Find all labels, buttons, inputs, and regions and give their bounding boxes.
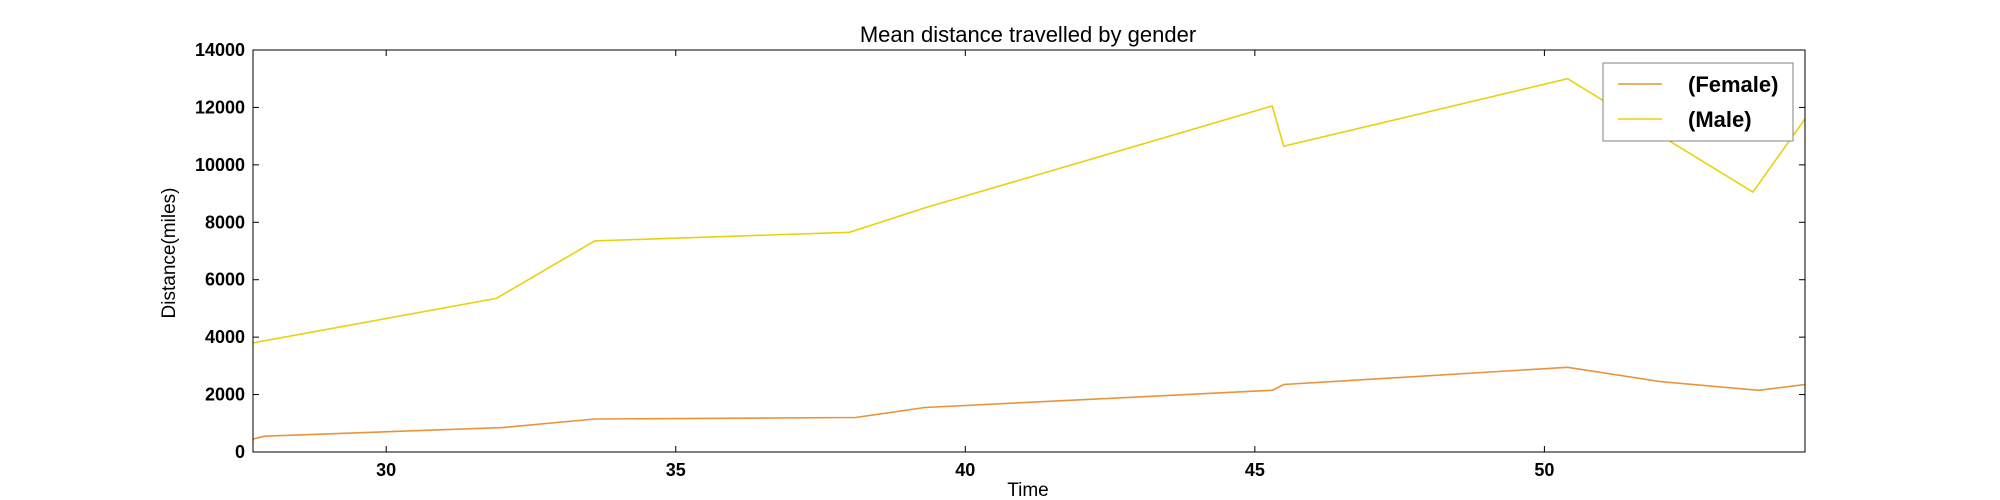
y-tick-label: 10000 bbox=[195, 155, 245, 175]
legend-label: (Male) bbox=[1688, 107, 1752, 132]
legend-label: (Female) bbox=[1688, 72, 1778, 97]
y-tick-label: 2000 bbox=[205, 385, 245, 405]
legend-box bbox=[1602, 62, 1794, 142]
plot-frame bbox=[252, 49, 1806, 453]
y-tick-label: 0 bbox=[235, 442, 245, 462]
y-axis-label: Distance(miles) bbox=[159, 188, 180, 319]
chart-title: Mean distance travelled by gender bbox=[860, 22, 1196, 47]
x-axis-label: Time bbox=[1007, 480, 1049, 500]
series-line-female bbox=[252, 366, 1806, 440]
x-tick-label: 30 bbox=[376, 460, 396, 480]
legend: (Female) (Male) bbox=[1602, 62, 1794, 142]
y-tick-label: 6000 bbox=[205, 270, 245, 290]
axis-ticks: 30 35 40 45 50 0 2000 4000 6000 8000 10000 12000 140… bbox=[195, 40, 1805, 480]
x-tick-label: 40 bbox=[955, 460, 975, 480]
x-tick-label: 35 bbox=[666, 460, 686, 480]
series-line-male bbox=[252, 77, 1806, 344]
x-tick-label: 45 bbox=[1245, 460, 1265, 480]
series-lines bbox=[252, 77, 1806, 440]
y-tick-label: 14000 bbox=[195, 40, 245, 60]
y-tick-label: 8000 bbox=[205, 212, 245, 232]
y-tick-label: 4000 bbox=[205, 327, 245, 347]
x-tick-label: 50 bbox=[1534, 460, 1554, 480]
y-tick-label: 12000 bbox=[195, 97, 245, 117]
